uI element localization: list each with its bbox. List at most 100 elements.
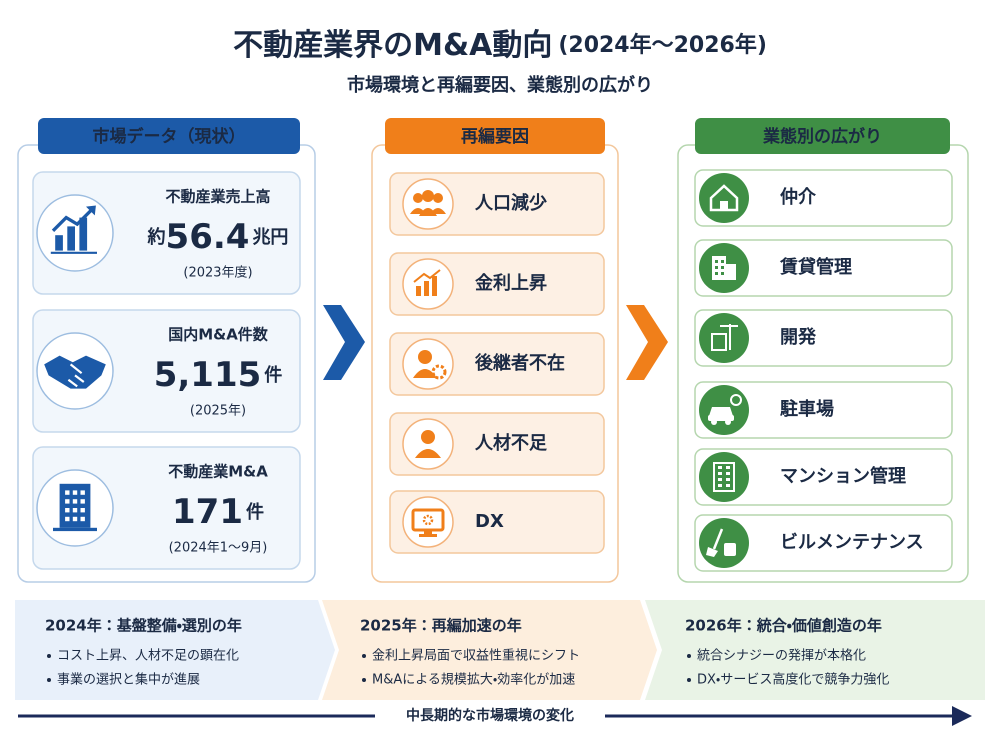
stat-label: 不動産業売上高 bbox=[165, 188, 270, 206]
stat-card bbox=[32, 446, 301, 570]
icon-shape bbox=[715, 272, 718, 275]
stat-value: 171 件 bbox=[172, 492, 264, 532]
segment-card bbox=[694, 169, 953, 227]
icon-shape bbox=[59, 483, 91, 528]
icon-shape bbox=[65, 490, 70, 495]
icon-shape bbox=[422, 190, 434, 202]
icon-shape bbox=[715, 260, 718, 263]
icon bbox=[413, 269, 441, 296]
icon-shape bbox=[415, 449, 441, 458]
bullet bbox=[47, 654, 51, 658]
factor-label: 金利上昇 bbox=[475, 272, 547, 294]
icon-shape bbox=[72, 508, 78, 513]
icon-shape bbox=[424, 281, 429, 296]
stat-unit: 兆円 bbox=[252, 227, 288, 248]
bullet bbox=[362, 678, 366, 682]
title-period: (2024年〜2026年) bbox=[558, 32, 767, 58]
timeline-point: コスト上昇、人材不足の顕在化 bbox=[57, 649, 239, 664]
segment-card bbox=[694, 514, 953, 572]
icon bbox=[709, 184, 739, 212]
icon-shape bbox=[718, 478, 722, 481]
stat-note: (2025年) bbox=[190, 404, 246, 419]
icon-shape bbox=[419, 534, 437, 537]
timeline-title: 2024年：基盤整備・選別の年 bbox=[45, 617, 242, 635]
timeline-panel bbox=[322, 600, 657, 700]
stat-number: 56.4 bbox=[166, 217, 250, 257]
icon-shape bbox=[712, 528, 724, 550]
stat-card bbox=[32, 171, 301, 295]
segment-label: 開発 bbox=[780, 326, 817, 348]
icon-shape bbox=[724, 543, 736, 556]
icon-shape bbox=[718, 466, 722, 469]
flow-arrow bbox=[323, 305, 365, 380]
icon bbox=[706, 528, 736, 557]
icon-shape bbox=[726, 466, 730, 469]
icon bbox=[708, 394, 742, 425]
icon-shape bbox=[725, 419, 731, 425]
icon-shape bbox=[422, 514, 434, 526]
column-heading: 業態別の広がり bbox=[763, 126, 882, 147]
icon-shape bbox=[711, 333, 727, 351]
icon-shape bbox=[726, 472, 730, 475]
icon-shape bbox=[410, 208, 446, 216]
icon bbox=[712, 256, 736, 280]
stat-value: 5,115 件 bbox=[154, 355, 283, 395]
stat-label: 国内M&A件数 bbox=[168, 326, 269, 344]
icon-shape bbox=[726, 478, 730, 481]
icon bbox=[44, 355, 106, 389]
icon-shape bbox=[72, 490, 78, 495]
icon-shape bbox=[421, 430, 435, 444]
column-heading-bg bbox=[38, 118, 300, 154]
axis-arrowhead bbox=[952, 706, 972, 726]
icon bbox=[713, 462, 735, 492]
stat-prefix: 約 bbox=[147, 226, 166, 248]
stat-value: 約56.4 兆円 bbox=[147, 217, 289, 257]
icon-shape bbox=[424, 530, 432, 535]
factor-label: 人口減少 bbox=[474, 192, 547, 214]
timeline-point: 事業の選択と集中が進展 bbox=[57, 672, 200, 688]
icon-shape bbox=[79, 217, 88, 251]
icon-circle bbox=[402, 496, 454, 548]
timeline-point: 金利上昇局面で収益性重視にシフト bbox=[372, 648, 580, 664]
icon-shape bbox=[718, 484, 722, 487]
icon-shape bbox=[726, 264, 736, 280]
icon-shape bbox=[413, 193, 423, 203]
factor-label: 後継者不在 bbox=[474, 352, 565, 374]
icon-shape bbox=[65, 508, 70, 513]
icon bbox=[411, 508, 445, 537]
segment-label: マンション管理 bbox=[780, 465, 906, 487]
icon-shape bbox=[730, 394, 742, 406]
stat-unit: 件 bbox=[246, 501, 264, 523]
bullet bbox=[47, 678, 51, 682]
flow-arrow bbox=[626, 305, 668, 380]
icon-shape bbox=[413, 269, 441, 283]
icon-shape bbox=[432, 276, 437, 296]
icon-shape bbox=[711, 419, 717, 425]
icon-shape bbox=[416, 286, 421, 296]
title: 不動産業界のM&A動向 (2024年〜2026年) bbox=[233, 28, 767, 63]
stat-label: 不動産業M&A bbox=[168, 463, 268, 481]
column-heading: 再編要因 bbox=[461, 126, 529, 147]
stat-number: 5,115 bbox=[154, 355, 262, 395]
axis-label: 中長期的な市場環境の変化 bbox=[406, 707, 574, 724]
icon-circle bbox=[402, 178, 454, 230]
icon-shape bbox=[726, 484, 730, 487]
icon-shape bbox=[55, 235, 63, 251]
icon-shape bbox=[709, 184, 739, 212]
icon-shape bbox=[433, 193, 443, 203]
icon-shape bbox=[44, 355, 106, 389]
icon bbox=[711, 324, 738, 351]
title-main: 不動産業界のM&A動向 bbox=[233, 28, 552, 63]
icon-shape bbox=[713, 462, 735, 492]
icon-shape bbox=[715, 266, 718, 269]
stat-card bbox=[32, 309, 301, 433]
subtitle: 市場環境と再編要因、業態別の広がり bbox=[347, 74, 653, 96]
icon-circle bbox=[699, 452, 749, 502]
segment-label: 賃貸管理 bbox=[779, 256, 852, 278]
column-heading: 市場データ（現状） bbox=[93, 126, 246, 147]
factor-label: DX bbox=[475, 511, 504, 532]
timeline-panel bbox=[645, 600, 985, 700]
icon-circle bbox=[699, 313, 749, 363]
icon-shape bbox=[86, 205, 96, 216]
icon-shape bbox=[721, 266, 724, 269]
